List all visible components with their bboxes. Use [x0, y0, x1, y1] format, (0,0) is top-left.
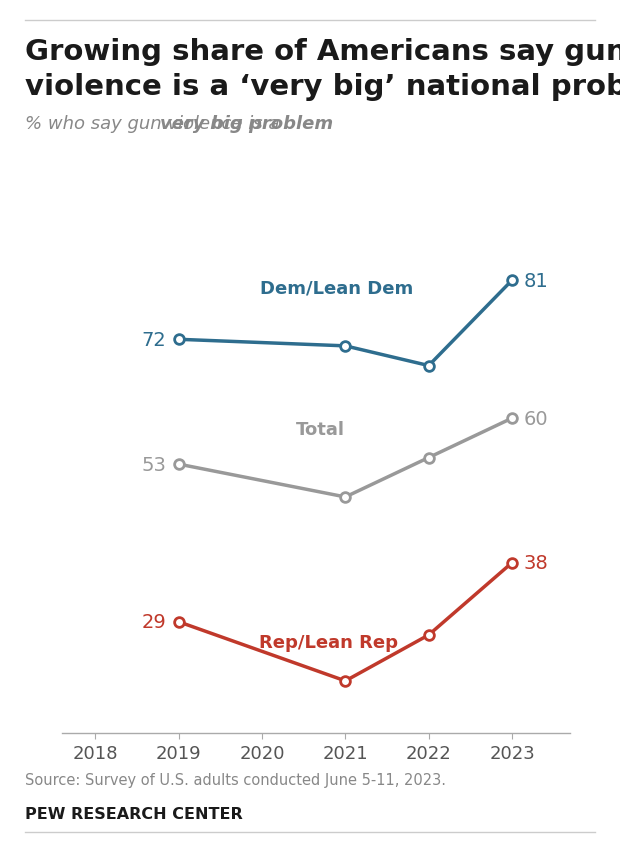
Text: Dem/Lean Dem: Dem/Lean Dem	[260, 279, 414, 297]
Text: PEW RESEARCH CENTER: PEW RESEARCH CENTER	[25, 806, 242, 821]
Text: 81: 81	[523, 271, 548, 290]
Text: 38: 38	[523, 554, 548, 572]
Text: very big problem: very big problem	[160, 115, 334, 133]
Text: % who say gun violence is a: % who say gun violence is a	[25, 115, 285, 133]
Text: 60: 60	[523, 409, 548, 428]
Text: Source: Survey of U.S. adults conducted June 5-11, 2023.: Source: Survey of U.S. adults conducted …	[25, 772, 446, 787]
Text: Total: Total	[296, 421, 345, 438]
Text: 72: 72	[141, 330, 166, 350]
Text: 29: 29	[141, 612, 166, 631]
Text: Rep/Lean Rep: Rep/Lean Rep	[259, 634, 398, 652]
Text: Growing share of Americans say gun: Growing share of Americans say gun	[25, 38, 620, 67]
Text: 53: 53	[141, 455, 166, 474]
Text: violence is a ‘very big’ national problem: violence is a ‘very big’ national proble…	[25, 73, 620, 101]
